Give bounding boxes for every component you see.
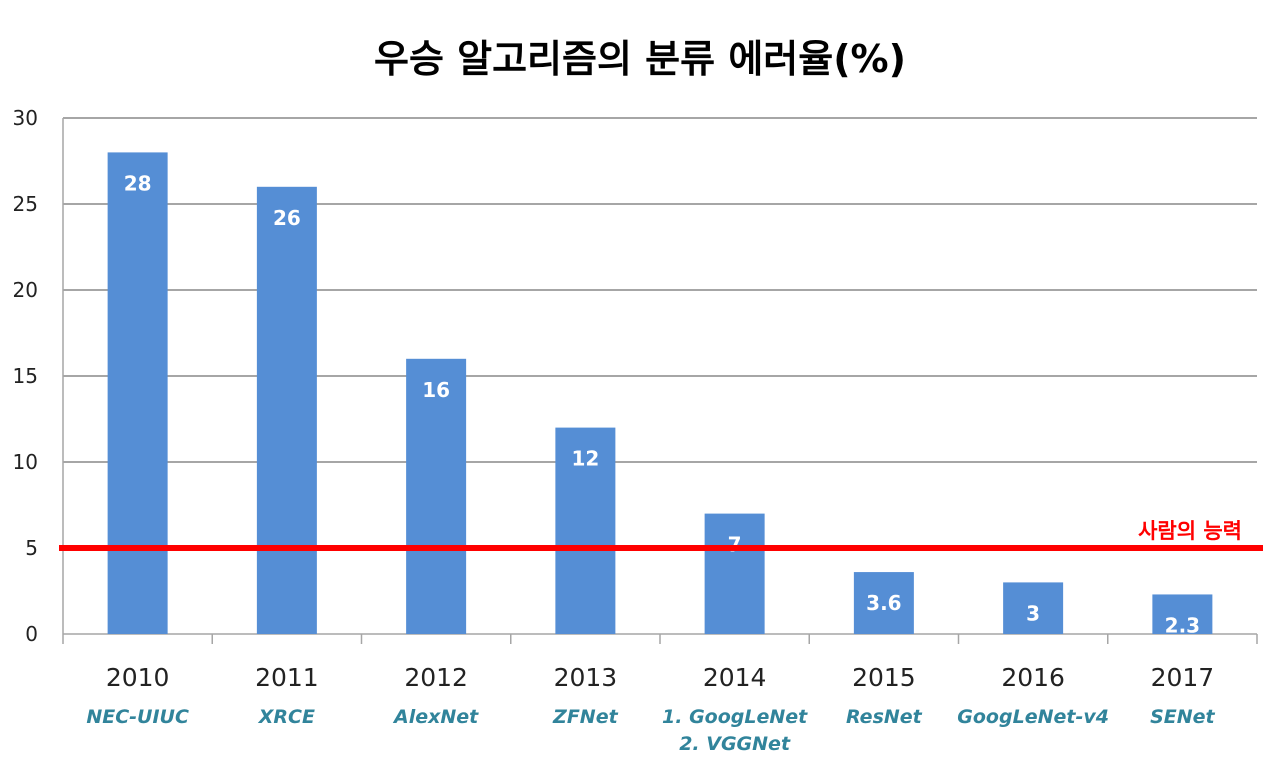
data-label: 2.3 [1165,613,1200,637]
data-label: 12 [571,447,599,471]
data-label: 28 [124,171,152,195]
algorithm-label: ResNet [846,706,923,728]
grid-lines [63,117,1257,549]
bar-2011 [256,186,317,635]
data-label: 26 [273,206,301,230]
y-tick-label: 20 [13,278,38,302]
reference-line-label: 사람의 능력 [1138,519,1242,543]
x-axis-labels: 2010 NEC-UIUC 2011 XRCE 2012 AlexNet 2013 ZFNet… [86,663,1215,755]
x-category-label: 2017 [1151,663,1215,692]
y-tick-label: 10 [13,450,38,474]
algorithm-label: GoogLeNet-v4 [957,706,1109,728]
algorithm-label: SENet [1150,706,1215,728]
bar-2017 [1152,594,1213,634]
x-category-label: 2011 [255,663,319,692]
bar-2016 [1003,582,1064,634]
bar-2012 [406,358,467,634]
algorithm-label: ZFNet [552,706,619,728]
y-tick-label: 30 [13,106,38,130]
data-label: 7 [728,533,742,557]
y-tick-label: 15 [13,364,38,388]
bars: 28 26 16 12 7 3.6 3 2.3 [107,152,1213,637]
data-label: 3.6 [866,591,901,615]
x-category-label: 2012 [404,663,468,692]
x-category-label: 2016 [1001,663,1065,692]
y-tick-label: 0 [25,622,38,646]
bar-2010 [107,152,168,634]
x-category-label: 2014 [703,663,767,692]
algorithm-label: NEC-UIUC [86,706,189,728]
algorithm-label: 2. VGGNet [679,733,791,755]
reference-line-group: 사람의 능력 [59,519,1263,551]
y-tick-label: 25 [13,192,38,216]
chart-title: 우승 알고리즘의 분류 에러율(%) [374,37,906,81]
bar-2014 [704,513,765,634]
algorithm-label: XRCE [258,706,315,728]
x-category-label: 2010 [106,663,170,692]
bar-2013 [555,427,616,634]
data-label: 3 [1026,601,1040,625]
y-tick-label: 5 [25,536,38,560]
algorithm-label: AlexNet [392,706,479,728]
x-category-label: 2015 [852,663,916,692]
algorithm-label: 1. GoogLeNet [662,706,808,728]
x-category-label: 2013 [554,663,618,692]
data-label: 16 [422,378,450,402]
bar-2015 [853,572,914,634]
